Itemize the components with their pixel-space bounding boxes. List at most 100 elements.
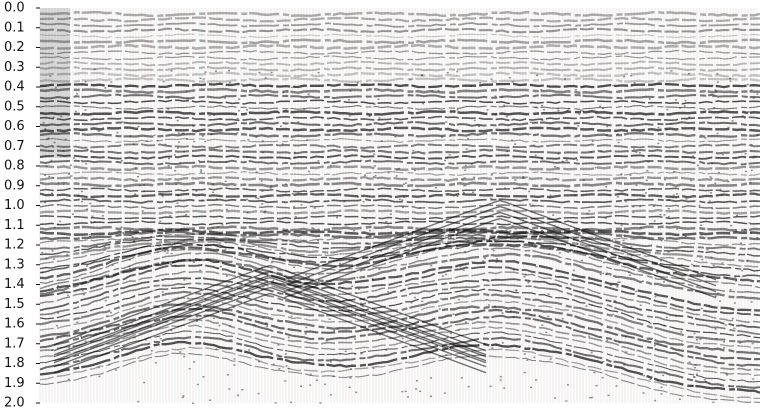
speckle bbox=[360, 160, 362, 162]
speckle bbox=[277, 344, 279, 346]
speckle bbox=[494, 306, 496, 308]
speckle bbox=[264, 212, 266, 214]
speckle bbox=[234, 257, 236, 259]
speckle bbox=[285, 353, 287, 355]
speckle bbox=[168, 302, 170, 304]
speckle bbox=[196, 320, 198, 322]
speckle bbox=[654, 220, 656, 222]
speckle bbox=[282, 143, 284, 145]
speckle bbox=[581, 260, 583, 262]
speckle bbox=[666, 317, 668, 319]
speckle bbox=[605, 218, 607, 220]
speckle bbox=[465, 321, 467, 323]
speckle bbox=[248, 295, 250, 297]
y-tick-label: 0.8 bbox=[4, 159, 25, 174]
speckle bbox=[557, 110, 559, 112]
speckle bbox=[416, 257, 418, 259]
speckle bbox=[751, 170, 753, 172]
speckle bbox=[479, 82, 481, 84]
speckle bbox=[369, 259, 371, 261]
speckle bbox=[414, 297, 416, 299]
speckle bbox=[217, 227, 219, 229]
speckle bbox=[80, 335, 82, 337]
speckle bbox=[129, 259, 131, 261]
speckle bbox=[500, 376, 502, 378]
speckle bbox=[511, 140, 513, 142]
speckle bbox=[213, 114, 215, 116]
y-tick-label: 0.2 bbox=[4, 40, 25, 55]
speckle bbox=[602, 361, 604, 363]
speckle bbox=[717, 81, 719, 83]
speckle bbox=[471, 163, 473, 165]
speckle bbox=[75, 111, 77, 113]
speckle bbox=[635, 291, 637, 293]
speckle bbox=[591, 305, 593, 307]
speckle bbox=[306, 139, 308, 141]
speckle bbox=[675, 315, 677, 317]
speckle bbox=[42, 272, 44, 274]
speckle bbox=[202, 135, 204, 137]
speckle bbox=[541, 105, 543, 107]
speckle bbox=[491, 174, 493, 176]
speckle bbox=[683, 283, 685, 285]
speckle bbox=[664, 179, 666, 181]
speckle bbox=[462, 179, 464, 181]
speckle bbox=[66, 99, 68, 101]
speckle bbox=[125, 323, 127, 325]
speckle bbox=[704, 379, 706, 381]
speckle bbox=[446, 157, 448, 159]
speckle bbox=[621, 224, 623, 226]
speckle bbox=[134, 337, 136, 339]
speckle bbox=[54, 142, 56, 144]
speckle bbox=[133, 242, 135, 244]
speckle bbox=[293, 206, 295, 208]
speckle bbox=[178, 133, 180, 135]
speckle bbox=[494, 239, 496, 241]
speckle bbox=[138, 357, 140, 359]
speckle bbox=[271, 72, 273, 74]
speckle bbox=[719, 300, 721, 302]
speckle bbox=[749, 182, 751, 184]
speckle bbox=[185, 214, 187, 216]
speckle bbox=[611, 212, 613, 214]
speckle bbox=[668, 251, 670, 253]
speckle bbox=[661, 387, 663, 389]
speckle bbox=[272, 102, 274, 104]
speckle bbox=[90, 151, 92, 153]
speckle bbox=[682, 250, 684, 252]
speckle bbox=[548, 253, 550, 255]
speckle bbox=[504, 188, 506, 190]
speckle bbox=[131, 332, 133, 334]
speckle bbox=[660, 393, 662, 395]
speckle bbox=[625, 336, 627, 338]
speckle bbox=[239, 287, 241, 289]
speckle bbox=[715, 89, 717, 91]
speckle bbox=[104, 249, 106, 251]
speckle bbox=[683, 234, 685, 236]
speckle bbox=[52, 250, 54, 252]
speckle bbox=[113, 201, 115, 203]
speckle bbox=[482, 260, 484, 262]
speckle bbox=[461, 216, 463, 218]
speckle bbox=[732, 318, 734, 320]
speckle bbox=[200, 169, 202, 171]
speckle bbox=[430, 265, 432, 267]
speckle bbox=[273, 364, 275, 366]
speckle bbox=[80, 115, 82, 117]
speckle bbox=[196, 316, 198, 318]
speckle bbox=[238, 110, 240, 112]
speckle bbox=[170, 264, 172, 266]
speckle bbox=[163, 91, 165, 93]
speckle bbox=[653, 206, 655, 208]
speckle bbox=[308, 171, 310, 173]
speckle bbox=[89, 236, 91, 238]
speckle bbox=[121, 160, 123, 162]
speckle bbox=[301, 204, 303, 206]
speckle bbox=[619, 342, 621, 344]
speckle bbox=[457, 248, 459, 250]
speckle bbox=[102, 215, 104, 217]
speckle bbox=[174, 170, 176, 172]
speckle bbox=[602, 108, 604, 110]
speckle bbox=[750, 232, 752, 234]
speckle bbox=[606, 134, 608, 136]
